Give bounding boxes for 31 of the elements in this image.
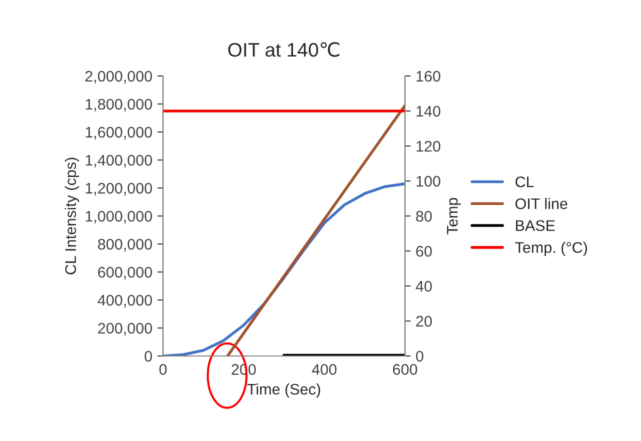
y2-tick-label: 20 [416,316,432,327]
y-tick-label: 600,000 [98,266,152,280]
y-axis-title: CL Intensity (cps) [64,158,80,274]
legend-label: CL [516,176,534,188]
y-tick-label: 400,000 [98,294,152,308]
x-tick-label: 0 [159,364,167,375]
y-tick-label: 1,600,000 [86,126,152,140]
y2-axis-title: Temp [447,198,461,234]
x-tick-label: 400 [312,364,336,375]
x-axis-title: Time (Sec) [247,383,320,398]
y-tick-label: 0 [144,350,152,362]
y2-tick-label: 40 [416,280,432,292]
y-tick-label: 1,000,000 [86,210,152,224]
y2-tick-label: 120 [416,140,440,152]
y-tick-label: 800,000 [98,238,152,252]
y2-tick-label: 80 [416,210,432,222]
y2-tick-label: 140 [416,106,440,117]
y-tick-label: 1,200,000 [86,182,152,196]
y2-tick-label: 100 [416,176,440,187]
y2-tick-label: 60 [416,246,432,257]
y-tick-label: 2,000,000 [85,70,152,84]
y2-tick-label: 0 [416,350,424,362]
legend-label: BASE [516,220,555,232]
legend-label: OIT line [515,198,568,210]
chart-title: OIT at 140℃ [228,42,340,57]
y2-tick-label: 160 [416,70,440,82]
y-tick-label: 1,800,000 [86,98,152,112]
y-tick-label: 1,400,000 [86,154,152,168]
y-tick-label: 200,000 [98,322,152,336]
legend-label: Temp. (°C) [515,242,587,256]
x-tick-label: 600 [393,364,418,375]
